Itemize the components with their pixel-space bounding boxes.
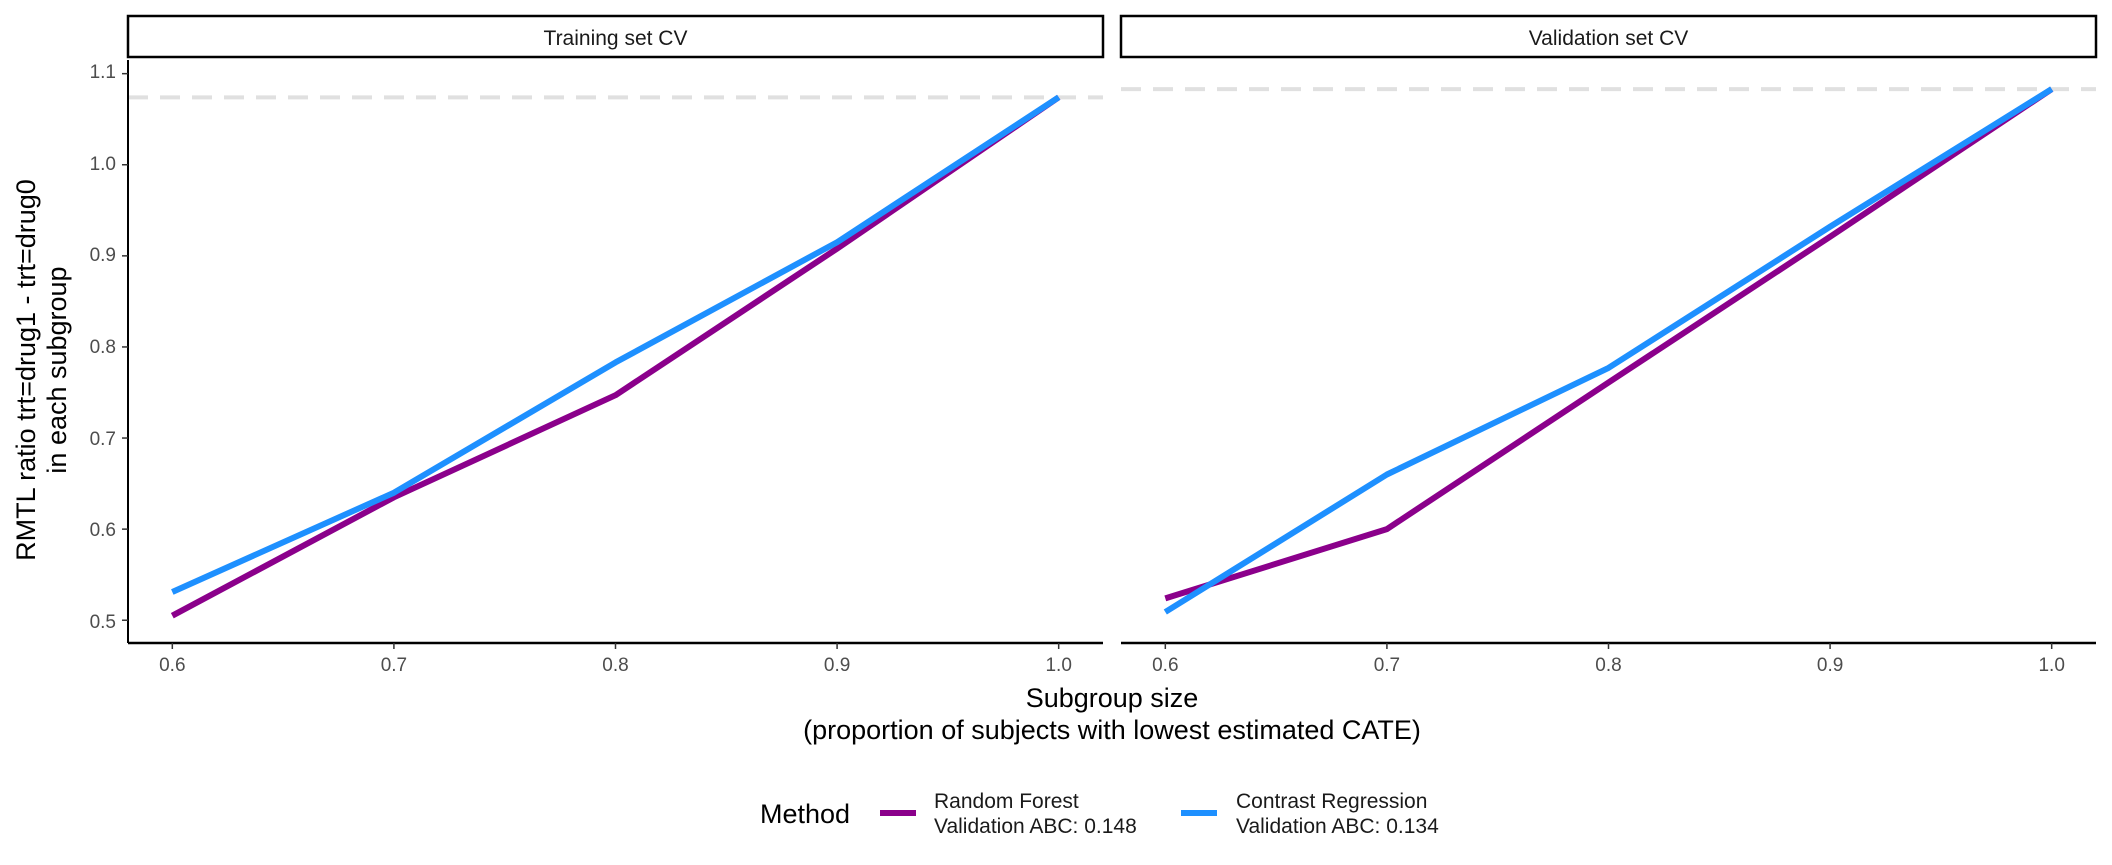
series-line-contrast-regression (1163, 86, 2054, 615)
legend-detail: Validation ABC: 0.148 (934, 815, 1137, 838)
legend: Method Random Forest Validation ABC: 0.1… (760, 790, 1439, 838)
y-tick-label: 0.9 (90, 245, 116, 266)
panel-title: Training set CV (544, 27, 688, 50)
y-tick-label: 0.6 (90, 520, 116, 541)
y-tick-label: 1.1 (90, 62, 116, 83)
y-tick-label: 1.0 (90, 154, 116, 175)
x-tick-label: 0.6 (1152, 655, 1178, 676)
series-line-contrast-regression (171, 94, 1061, 595)
x-tick-label: 1.0 (2038, 655, 2064, 676)
panel-training-strip: Training set CV (126, 14, 1105, 59)
x-tick-label: 0.6 (159, 655, 185, 676)
x-tick-label: 0.8 (602, 655, 628, 676)
series-line-random-forest (1164, 86, 2054, 602)
x-tick-label: 0.7 (381, 655, 407, 676)
y-tick-label: 0.7 (90, 429, 116, 450)
y-ticks: 1.1 1.0 0.9 0.8 0.7 0.6 0.5 (90, 62, 128, 633)
series-line-random-forest (170, 94, 1061, 619)
x-tick-label: 0.7 (1374, 655, 1400, 676)
legend-item-random-forest: Random Forest Validation ABC: 0.148 (880, 790, 1137, 838)
y-axis: 1.1 1.0 0.9 0.8 0.7 0.6 0.5 RMTL ratio t… (11, 60, 129, 643)
x-axis-title-line2: (proportion of subjects with lowest esti… (803, 715, 1421, 745)
legend-detail: Validation ABC: 0.134 (1236, 815, 1439, 838)
legend-label: Random Forest (934, 790, 1079, 813)
x-tick-label: 0.8 (1595, 655, 1621, 676)
x-axis-title-line1: Subgroup size (1026, 683, 1199, 713)
x-tick-label: 0.9 (1817, 655, 1843, 676)
panel-validation-strip: Validation set CV (1119, 14, 2098, 59)
strip-box (1119, 14, 2098, 59)
legend-label: Contrast Regression (1236, 790, 1427, 813)
y-axis-title-line1: RMTL ratio trt=drug1 - trt=drug0 (11, 179, 41, 561)
y-tick-label: 0.5 (90, 612, 116, 633)
x-tick-label: 0.9 (824, 655, 850, 676)
legend-title: Method (760, 799, 850, 829)
panel-training: 0.6 0.7 0.8 0.9 1.0 (128, 94, 1103, 676)
panel-title: Validation set CV (1529, 27, 1689, 50)
panel-validation: 0.6 0.7 0.8 0.9 1.0 (1121, 86, 2096, 676)
y-tick-label: 0.8 (90, 337, 116, 358)
x-tick-label: 1.0 (1045, 655, 1071, 676)
y-axis-title-line2: in each subgroup (42, 266, 72, 473)
strip-box (126, 14, 1105, 59)
legend-item-contrast-regression: Contrast Regression Validation ABC: 0.13… (1181, 790, 1439, 838)
